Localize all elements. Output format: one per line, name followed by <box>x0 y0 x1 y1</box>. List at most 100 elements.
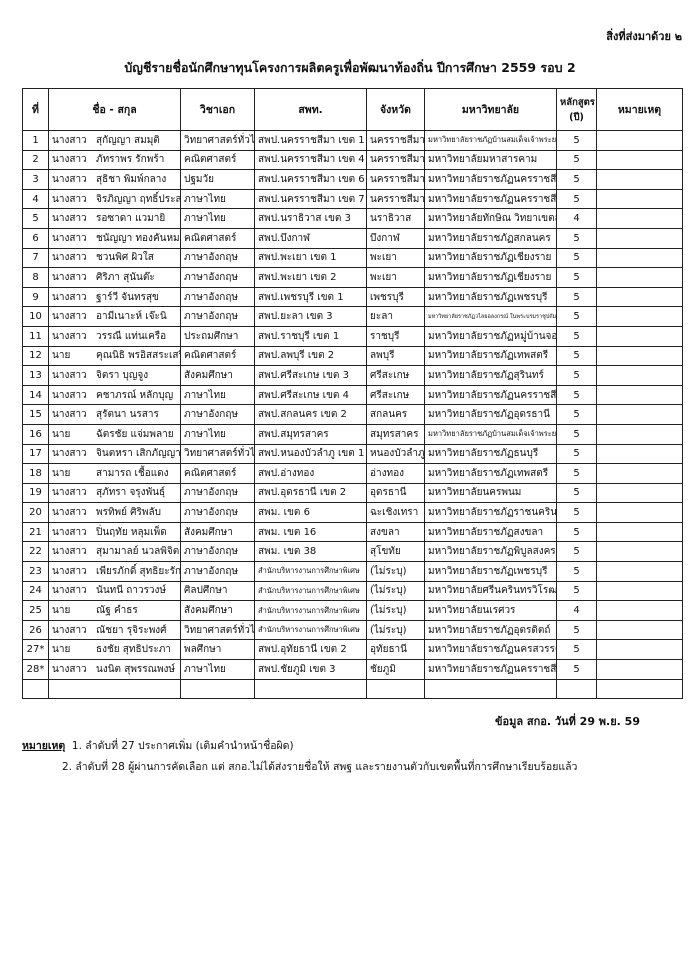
cell-major: ภาษาอังกฤษ <box>180 482 255 504</box>
cell-remark <box>596 443 683 465</box>
cell-name: นางสาว สุกัญญา สมมุติ <box>48 130 181 151</box>
cell-years: 5 <box>556 188 597 210</box>
cell-province: (ไม่ระบุ) <box>366 600 425 621</box>
header-province: จังหวัด <box>366 88 425 131</box>
cell-province: สุโขทัย <box>366 541 425 563</box>
cell-province: พะเยา <box>366 267 425 288</box>
cell-province: หนองบัวลำภู <box>366 443 425 465</box>
name-text: อามีเนาะห์ เจ๊ะนิ <box>96 311 167 323</box>
cell-university: มหาวิทยาลัยราชภัฏนครราชสีมา <box>424 188 557 210</box>
cell-province: อ่างทอง <box>366 463 425 484</box>
name-title: นาย <box>52 644 71 656</box>
cell-province: อุทัยธานี <box>366 639 425 661</box>
cell-name: นางสาว สุรัตนา นรสาร <box>48 404 181 425</box>
cell-remark <box>596 227 683 249</box>
name-text: ศิริภา สุนันต๊ะ <box>96 271 155 283</box>
cell-name: นางสาว สุภัทรา จรุงพันธุ์ <box>48 482 181 504</box>
cell-university: มหาวิทยาลัยราชภัฏสกลนคร <box>424 227 557 249</box>
cell-name: นาย สามารถ เชื้อแดง <box>48 463 181 484</box>
cell-province: พะเยา <box>366 247 425 269</box>
cell-remark <box>596 502 683 523</box>
cell-office: สพป.อ่างทอง <box>254 463 367 484</box>
cell-remark <box>596 561 683 582</box>
name-text: สุรัตนา นรสาร <box>96 409 159 421</box>
cell-name: นางสาว สุมามาลย์ นวลพิจิตร <box>48 541 181 563</box>
cell-office: สพป.ลพบุรี เขต 2 <box>254 345 367 367</box>
cell-major: ภาษาอังกฤษ <box>180 267 255 288</box>
cell-province: บึงกาฬ <box>366 227 425 249</box>
cell-major: คณิตศาสตร์ <box>180 345 255 367</box>
name-title: นาย <box>52 605 71 617</box>
document-title: บัญชีรายชื่อนักศึกษาทุนโครงการผลิตครูเพื… <box>124 60 576 75</box>
cell-remark <box>596 463 683 484</box>
cell-remark <box>596 130 683 151</box>
cell-no: 22 <box>22 541 49 563</box>
cell-remark <box>596 325 683 347</box>
cell-office: สพป.นครราชสีมา เขต 7 <box>254 188 367 210</box>
name-text: เพียรภักดิ์ สุทธิยะรักษ์ <box>96 565 181 577</box>
table-row: 22 นางสาว สุมามาลย์ นวลพิจิตร ภาษาอังกฤษ สพม… <box>22 541 683 563</box>
cell-university: มหาวิทยาลัยมหาสารคาม <box>424 149 557 171</box>
cell-name: นางสาว ชนัญญา ทองคันหม <box>48 227 181 249</box>
cell-major: ประถมศึกษา <box>180 325 255 347</box>
cell-university: มหาวิทยาลัยราชภัฏอุดรธานี <box>424 404 557 425</box>
cell-name: นางสาว เพียรภักดิ์ สุทธิยะรักษ์ <box>48 561 181 582</box>
cell-years: 5 <box>556 345 597 367</box>
cell-province: ชัยภูมิ <box>366 659 425 680</box>
cell-years: 5 <box>556 169 597 190</box>
cell-name: นางสาว วรรณี แท่นเครือ <box>48 325 181 347</box>
header-office: สพท. <box>254 88 367 131</box>
cell-office: สำนักบริหารงานการศึกษาพิเศษ <box>254 580 367 602</box>
name-title: นางสาว <box>52 526 87 538</box>
cell-office: สพม. เขต 6 <box>254 502 367 523</box>
cell-major: สังคมศึกษา <box>180 365 255 386</box>
cell-no: 5 <box>22 208 49 229</box>
name-text: ณัฐ คำธร <box>96 605 138 617</box>
table-row: 1 นางสาว สุกัญญา สมมุติ วิทยาศาสตร์ทั่วไป สพ… <box>22 130 683 151</box>
name-title: นาย <box>52 428 71 440</box>
cell-years: 5 <box>556 580 597 602</box>
cell-remark <box>596 404 683 425</box>
cell-university: มหาวิทยาลัยราชภัฏสุรินทร์ <box>424 365 557 386</box>
table-row: 12 นาย คุณนิธิ พรอิสสระเสรี คณิตศาสตร์ สพป.ล… <box>22 345 683 367</box>
cell-years: 5 <box>556 130 597 151</box>
data-source: ข้อมูล สกอ. วันที่ 29 พ.ย. 59 <box>494 715 640 728</box>
table-row: 24 นางสาว นันทนี ถาวรวงษ์ ศิลปศึกษา สำนักบริ… <box>22 580 683 602</box>
cell-name: นาย ณัฐ คำธร <box>48 600 181 621</box>
cell-name: นางสาว นันทนี ถาวรวงษ์ <box>48 580 181 602</box>
cell-years: 5 <box>556 541 597 563</box>
cell-no: 9 <box>22 286 49 308</box>
cell-no: 11 <box>22 325 49 347</box>
cell-years: 5 <box>556 482 597 504</box>
cell-name: นางสาว นงนิต สุพรรณพงษ์ <box>48 659 181 680</box>
cell-province: ราชบุรี <box>366 325 425 347</box>
cell-major: สังคมศึกษา <box>180 600 255 621</box>
name-title: นางสาว <box>52 134 87 146</box>
cell-no: 2 <box>22 149 49 171</box>
cell-province: ลพบุรี <box>366 345 425 367</box>
cell-no: 17 <box>22 443 49 465</box>
table-row: 16 นาย ฉัตรชัย แจ่มพลาย ภาษาไทย สพป.สมุทรสาค… <box>22 423 683 445</box>
cell-years: 5 <box>556 325 597 347</box>
cell-office: สพป.นราธิวาส เขต 3 <box>254 208 367 229</box>
name-text: นันทนี ถาวรวงษ์ <box>96 585 167 597</box>
table-row: 8 นางสาว ศิริภา สุนันต๊ะ ภาษาอังกฤษ สพป.พะเย… <box>22 267 683 288</box>
cell-university: มหาวิทยาลัยราชภัฏนครสวรรค์ <box>424 639 557 661</box>
cell-remark <box>596 659 683 680</box>
cell-major: วิทยาศาสตร์ทั่วไป <box>180 443 255 465</box>
table-row: 10 นางสาว อามีเนาะห์ เจ๊ะนิ ภาษาอังกฤษ สพป.ย… <box>22 306 683 327</box>
student-table: ที่ ชื่อ - สกุล วิชาเอก สพท. จังหวัด มหา… <box>22 88 683 700</box>
name-text: ธงชัย สุทธิประภา <box>96 644 171 656</box>
cell-years: 5 <box>556 227 597 249</box>
cell-name: นางสาว จิตรา บุญจูง <box>48 365 181 386</box>
cell-major: ศิลปศึกษา <box>180 580 255 602</box>
cell-name: นางสาว ศิริภา สุนันต๊ะ <box>48 267 181 288</box>
cell-years: 5 <box>556 149 597 171</box>
cell-years: 5 <box>556 619 597 641</box>
cell-office: สพป.ศรีสะเกษ เขต 4 <box>254 384 367 406</box>
cell-major: พลศึกษา <box>180 639 255 661</box>
cell-years: 4 <box>556 208 597 229</box>
cell-major: ภาษาอังกฤษ <box>180 247 255 269</box>
table-row-blank <box>22 678 683 700</box>
cell-university: มหาวิทยาลัยราชภัฏบ้านสมเด็จเจ้าพระยา <box>424 423 557 445</box>
